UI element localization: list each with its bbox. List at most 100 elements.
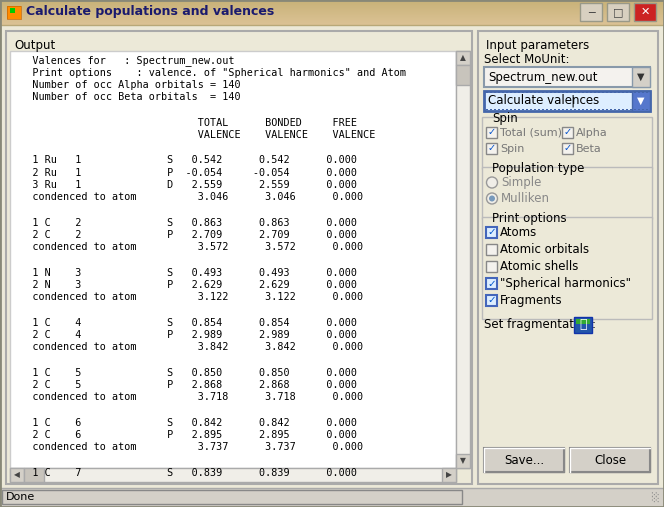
Bar xyxy=(514,92,516,93)
Circle shape xyxy=(489,196,495,201)
Text: condenced to atom          3.842      3.842      0.000: condenced to atom 3.842 3.842 0.000 xyxy=(14,343,363,352)
Bar xyxy=(522,92,524,93)
Text: 1 C    2              S   0.863      0.863      0.000: 1 C 2 S 0.863 0.863 0.000 xyxy=(14,218,357,228)
Text: Simple: Simple xyxy=(501,176,541,189)
Bar xyxy=(486,244,497,255)
Bar xyxy=(630,92,632,93)
Text: ✓: ✓ xyxy=(487,228,496,237)
Bar xyxy=(638,92,640,93)
Bar xyxy=(610,92,612,93)
Bar xyxy=(618,109,620,110)
Bar xyxy=(0,11,664,12)
Text: Save...: Save... xyxy=(504,453,544,466)
Text: condenced to atom          3.046      3.046      0.000: condenced to atom 3.046 3.046 0.000 xyxy=(14,193,363,202)
Bar xyxy=(10,8,15,13)
Text: Atomic orbitals: Atomic orbitals xyxy=(500,243,589,256)
Bar xyxy=(562,143,573,154)
Bar xyxy=(0,21,664,22)
Text: ▶: ▶ xyxy=(446,470,452,480)
Bar xyxy=(648,490,662,504)
Bar xyxy=(586,92,588,93)
Text: Print options    : valence. of "Spherical harmonics" and Atom: Print options : valence. of "Spherical h… xyxy=(14,67,406,78)
Bar xyxy=(538,109,540,110)
Bar xyxy=(0,17,664,18)
Bar xyxy=(10,468,24,482)
Bar xyxy=(574,109,576,110)
Bar xyxy=(554,109,556,110)
Text: ✓: ✓ xyxy=(487,278,496,288)
Bar xyxy=(546,92,548,93)
Text: □: □ xyxy=(613,7,623,17)
Text: Input parameters: Input parameters xyxy=(486,39,589,52)
Bar xyxy=(602,92,604,93)
Bar xyxy=(7,6,21,19)
Text: ▲: ▲ xyxy=(460,54,466,62)
Bar xyxy=(498,92,500,93)
Bar xyxy=(570,92,572,93)
Bar xyxy=(630,109,632,110)
Bar xyxy=(546,109,548,110)
Bar xyxy=(510,92,512,93)
Text: ✓: ✓ xyxy=(564,143,572,154)
Bar xyxy=(562,109,564,110)
Bar xyxy=(634,92,636,93)
Bar xyxy=(582,92,584,93)
Bar xyxy=(554,92,556,93)
Bar xyxy=(566,92,568,93)
Text: condenced to atom          3.122      3.122      0.000: condenced to atom 3.122 3.122 0.000 xyxy=(14,293,363,303)
Bar xyxy=(574,317,592,333)
Text: TOTAL      BONDED     FREE: TOTAL BONDED FREE xyxy=(14,118,357,127)
Bar xyxy=(0,5,664,6)
Bar xyxy=(522,109,524,110)
Bar xyxy=(574,317,592,333)
Text: 2 C    6              P   2.895      2.895      0.000: 2 C 6 P 2.895 2.895 0.000 xyxy=(14,430,357,440)
Bar xyxy=(602,109,604,110)
Bar xyxy=(0,0,664,1)
Bar xyxy=(498,109,500,110)
Bar xyxy=(484,67,650,87)
Text: Total (sum): Total (sum) xyxy=(500,127,562,137)
Text: 2 C    4              P   2.989      2.989      0.000: 2 C 4 P 2.989 2.989 0.000 xyxy=(14,330,357,340)
Circle shape xyxy=(487,193,497,204)
Bar xyxy=(490,109,492,110)
Text: 2 C    2              P   2.709      2.709      0.000: 2 C 2 P 2.709 2.709 0.000 xyxy=(14,230,357,240)
Bar xyxy=(646,109,648,110)
Bar xyxy=(526,92,528,93)
Text: 1 C    5              S   0.850      0.850      0.000: 1 C 5 S 0.850 0.850 0.000 xyxy=(14,368,357,378)
Bar xyxy=(0,18,664,19)
Bar xyxy=(0,10,664,11)
Bar xyxy=(606,92,608,93)
Bar xyxy=(626,109,628,110)
Text: Valences for   : Spectrum_new.out: Valences for : Spectrum_new.out xyxy=(14,55,234,66)
Bar xyxy=(0,16,664,17)
Bar xyxy=(558,92,560,93)
Text: 2 C    5              P   2.868      2.868      0.000: 2 C 5 P 2.868 2.868 0.000 xyxy=(14,380,357,390)
Text: condenced to atom          3.718      3.718      0.000: condenced to atom 3.718 3.718 0.000 xyxy=(14,392,363,403)
Bar xyxy=(506,92,508,93)
Bar xyxy=(0,14,664,15)
Bar xyxy=(486,109,488,110)
Bar xyxy=(642,92,644,93)
Text: Calculate populations and valences: Calculate populations and valences xyxy=(26,6,274,18)
Text: ░: ░ xyxy=(651,492,659,502)
Bar xyxy=(638,109,640,110)
Text: 1 C    7              S   0.839      0.839      0.000: 1 C 7 S 0.839 0.839 0.000 xyxy=(14,467,357,478)
Bar xyxy=(642,109,644,110)
Bar xyxy=(10,51,456,468)
Text: Set fragmentation:: Set fragmentation: xyxy=(484,318,596,331)
Bar xyxy=(534,92,536,93)
Text: Alpha: Alpha xyxy=(576,127,608,137)
Bar xyxy=(574,92,576,93)
Bar xyxy=(486,261,497,272)
Bar xyxy=(0,22,664,23)
Text: Close: Close xyxy=(594,453,626,466)
Text: Spin: Spin xyxy=(492,112,518,125)
Bar xyxy=(2,490,462,504)
Circle shape xyxy=(487,177,497,188)
Bar xyxy=(456,454,470,468)
Text: ✓: ✓ xyxy=(487,143,495,154)
Bar xyxy=(456,51,470,468)
Text: ▼: ▼ xyxy=(637,72,645,82)
Bar xyxy=(482,117,652,169)
Bar xyxy=(570,448,650,472)
